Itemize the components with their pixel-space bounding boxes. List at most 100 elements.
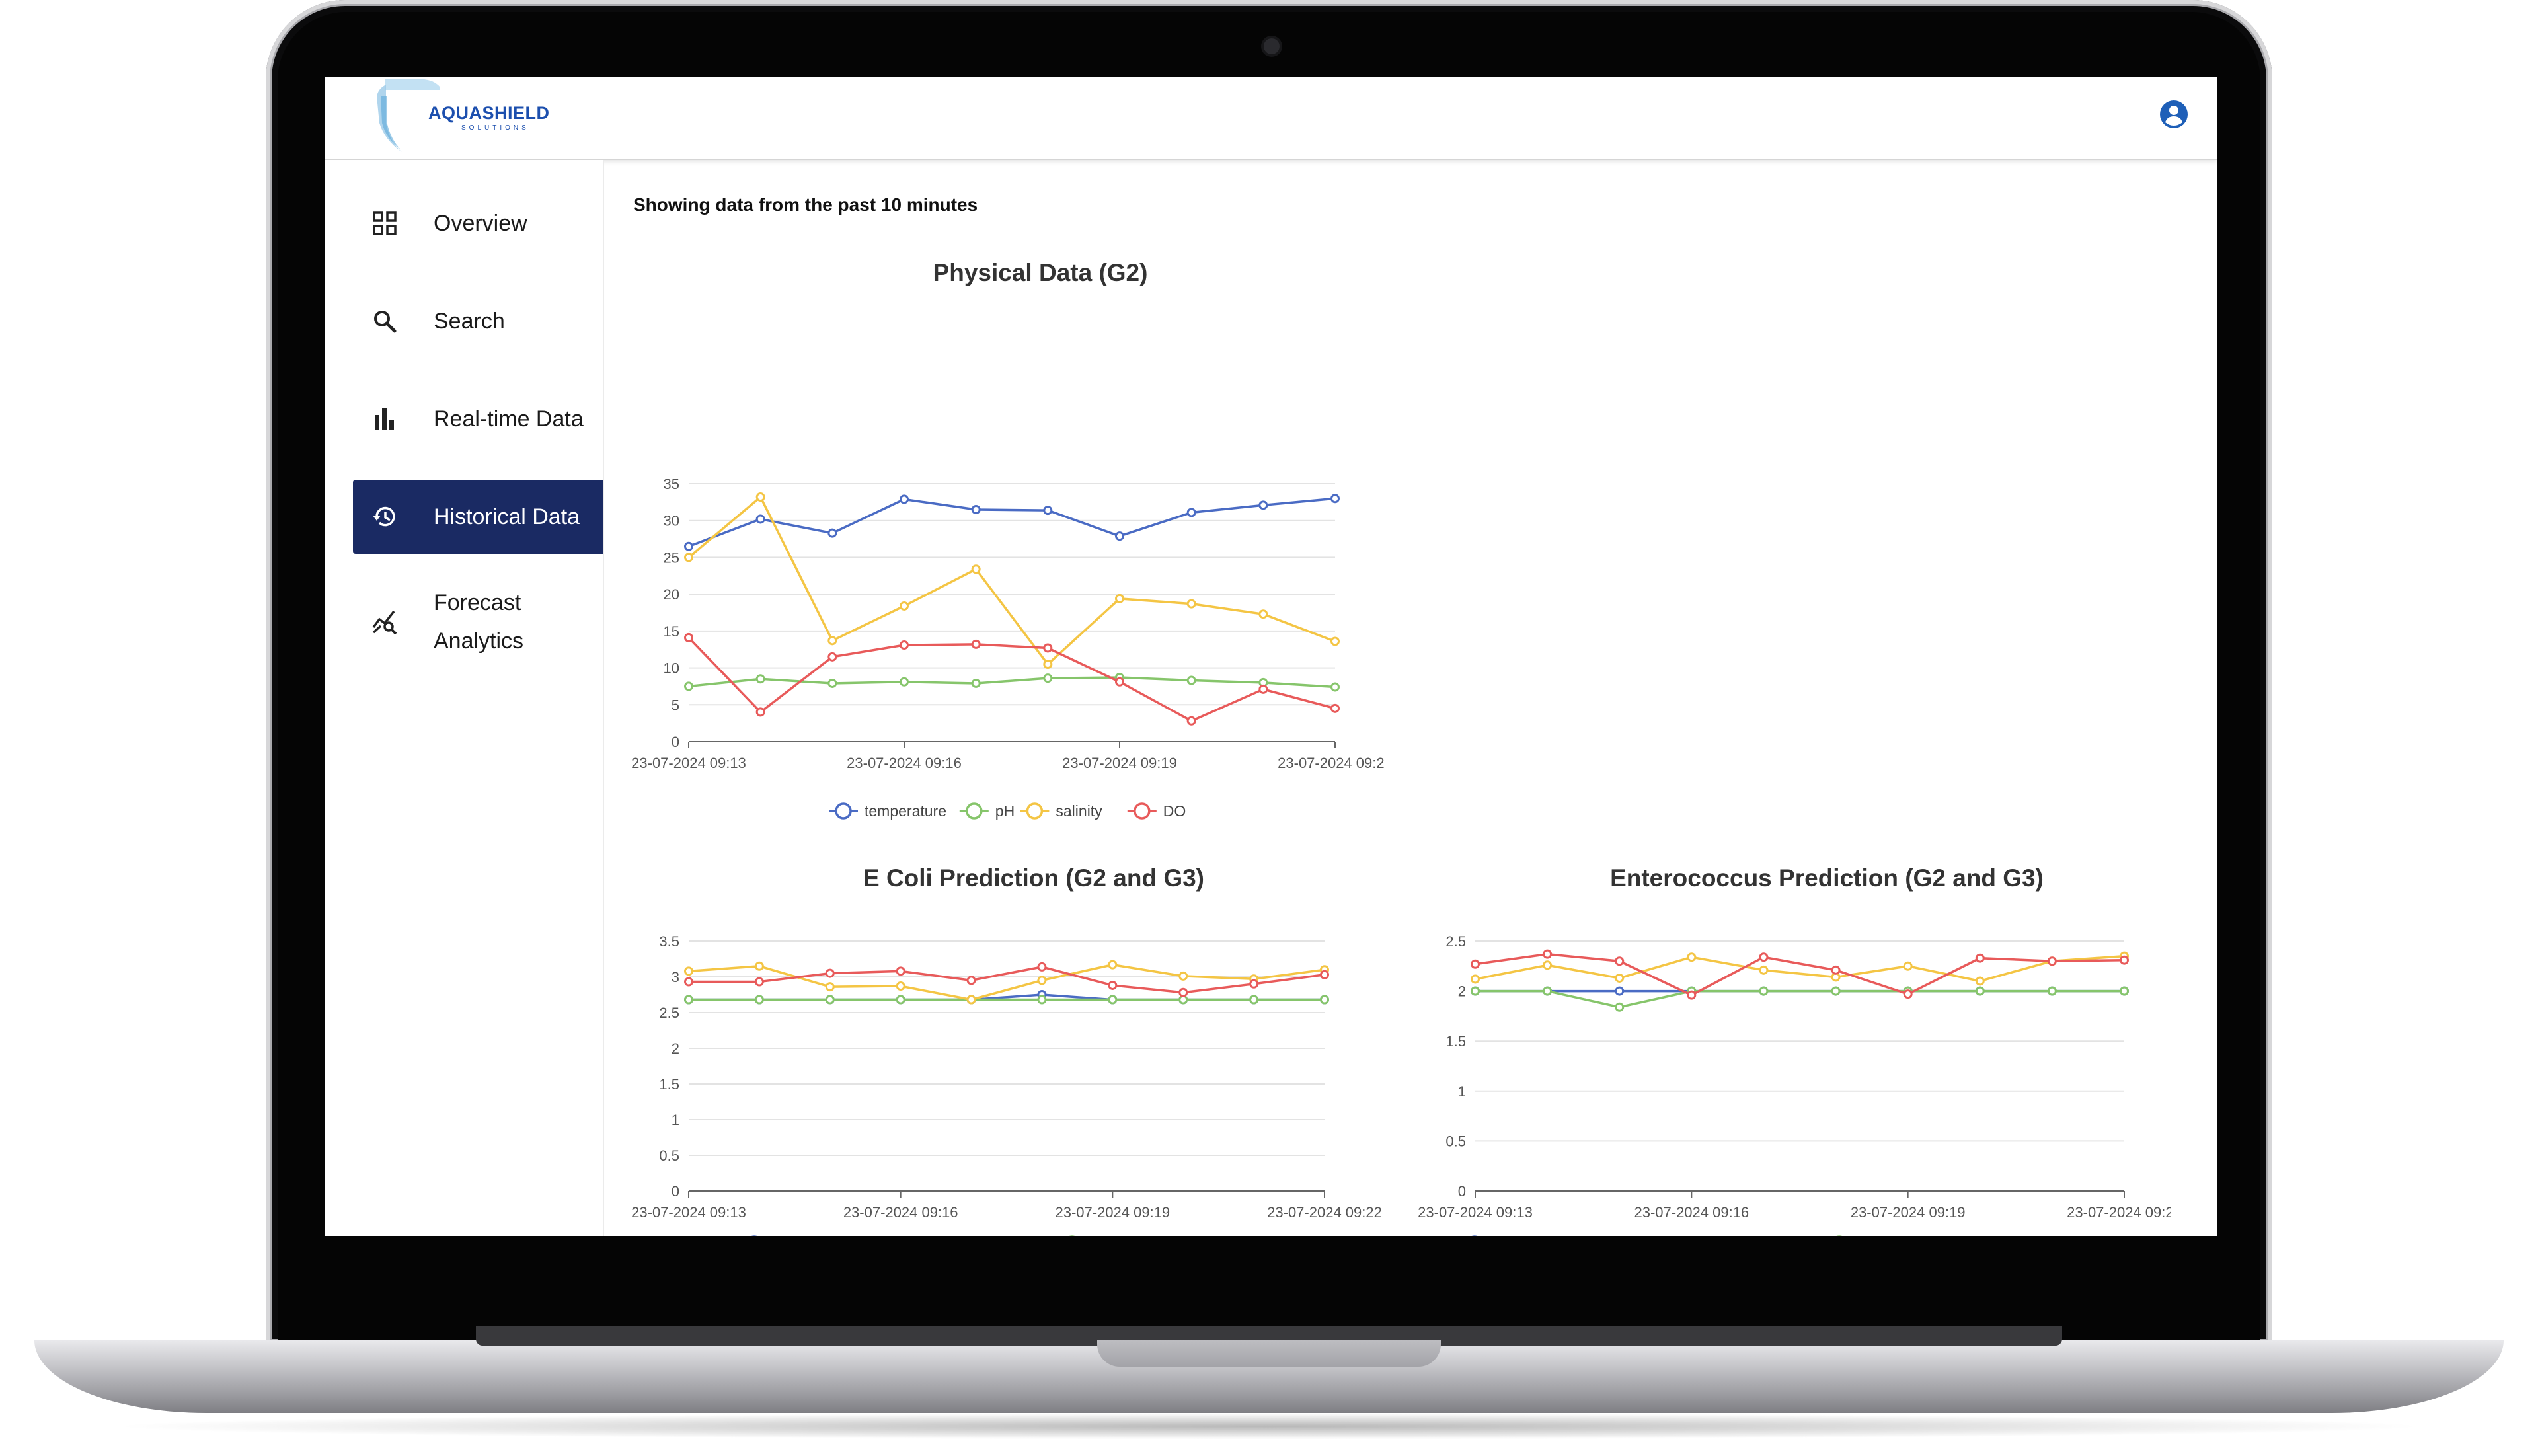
data-point [684, 541, 693, 551]
legend-item[interactable]: pH [959, 802, 1015, 820]
series-line [689, 966, 1325, 994]
data-point [1178, 971, 1188, 981]
data-point [971, 678, 981, 688]
series-line [1475, 989, 2124, 1009]
y-tick-label: 10 [664, 660, 679, 677]
legend-item[interactable]: DO [1127, 802, 1186, 820]
data-point [1115, 531, 1124, 541]
legend-label: DO [1163, 802, 1186, 820]
data-point [1178, 987, 1188, 997]
data-point [1831, 965, 1841, 975]
data-point [684, 553, 693, 562]
data-point [1543, 960, 1553, 970]
data-point [1320, 995, 1329, 1005]
sidebar-item-label: Real-time Data [434, 406, 584, 432]
series-line [688, 963, 1325, 1001]
data-point [2047, 986, 2057, 996]
y-tick-label: 30 [664, 513, 679, 529]
history-icon [373, 506, 395, 527]
legend-marker-icon [1026, 802, 1044, 820]
data-point [1471, 959, 1480, 969]
legend-item[interactable]: salinity [1020, 802, 1102, 820]
logo-subtext: SOLUTIONS [461, 124, 529, 132]
data-point [754, 995, 764, 1005]
data-point [1330, 703, 1340, 713]
data-point [900, 601, 909, 611]
series-line [687, 495, 1336, 666]
x-tick-label: 23-07-2024 09:19 [1062, 755, 1177, 771]
legend-marker-icon [835, 802, 852, 820]
legend-item[interactable]: predicted_E_coli_concentration (G2) [740, 1235, 1022, 1236]
legend-item[interactable]: predicted_Enterococcus_concentration (G3… [1825, 1235, 2158, 1236]
y-tick-label: 0.5 [659, 1147, 679, 1164]
y-tick-label: 20 [664, 586, 679, 603]
data-point [1615, 1002, 1625, 1012]
grid-icon [373, 211, 397, 235]
data-point [1186, 599, 1196, 609]
data-point [971, 505, 981, 514]
data-point [1043, 673, 1053, 683]
data-point [827, 678, 837, 688]
data-point [1258, 500, 1268, 510]
data-point [755, 674, 765, 684]
legend-item[interactable]: predicted_Enterococcus_concentration (G2… [1460, 1235, 1793, 1236]
sidebar-item-forecast-analytics[interactable]: Forecast Analytics [353, 572, 603, 671]
y-tick-label: 1.5 [1445, 1033, 1466, 1050]
sidebar-item-label: Search [434, 309, 505, 334]
data-point [1330, 494, 1340, 504]
data-point [971, 639, 981, 649]
data-point [1320, 970, 1329, 979]
data-point [1330, 636, 1340, 646]
legend-item[interactable]: temperature [829, 802, 946, 820]
data-point [1186, 716, 1196, 726]
y-tick-label: 2.5 [1445, 933, 1466, 950]
data-point [900, 677, 909, 687]
account-circle-icon[interactable] [2159, 99, 2189, 130]
y-tick-label: 5 [672, 697, 679, 713]
data-point [1615, 973, 1625, 983]
data-point [1759, 952, 1769, 962]
data-point [684, 995, 693, 1005]
data-point [825, 995, 835, 1005]
data-point [1975, 953, 1985, 963]
data-point [684, 966, 693, 976]
x-tick-label: 23-07-2024 09:13 [1418, 1204, 1533, 1221]
y-tick-label: 1 [1458, 1083, 1466, 1100]
sidebar-item-search[interactable]: Search [353, 284, 603, 358]
sidebar-item-historical-data[interactable]: Historical Data [353, 480, 603, 554]
data-point [1615, 956, 1625, 966]
data-point [755, 492, 765, 502]
series-line [688, 497, 1336, 548]
legend-label: predicted_Enterococcus_concentration (G2… [1496, 1235, 1793, 1236]
sidebar-item-overview[interactable]: Overview [353, 186, 603, 260]
x-tick-label: 23-07-2024 09:22 [1278, 755, 1384, 771]
data-point [827, 636, 837, 646]
sidebar: Overview Search Real-time Data Histori [325, 160, 604, 1236]
x-tick-label: 23-07-2024 09:13 [631, 755, 746, 771]
top-bar: AQUASHIELD SOLUTIONS [325, 77, 2217, 160]
data-point [1975, 976, 1985, 986]
data-point [827, 528, 837, 538]
data-point [896, 981, 905, 991]
chart-title-enterococcus: Enterococcus Prediction (G2 and G3) [1610, 864, 2044, 892]
x-tick-label: 23-07-2024 09:22 [2067, 1204, 2171, 1221]
legend-item[interactable]: predicted_E_coli_concentration (G3) [1058, 1235, 1340, 1236]
data-point [2120, 955, 2129, 965]
laptop-notch [1097, 1340, 1441, 1367]
sidebar-item-realtime-data[interactable]: Real-time Data [353, 382, 603, 456]
data-point [900, 640, 909, 650]
data-point [1108, 960, 1118, 970]
legend-label: predicted_E_coli_concentration (G2) [775, 1235, 1022, 1236]
ecoli-prediction-chart: 0 0.5 1 1.5 2 2.5 3 3.5 23-07-2024 09:13 23-07-20… [631, 933, 1382, 1236]
data-point [1043, 506, 1053, 516]
laptop-shadow [106, 1413, 2432, 1439]
legend-label: predicted_Enterococcus_concentration (G3… [1861, 1235, 2158, 1236]
aquashield-logo[interactable]: AQUASHIELD SOLUTIONS [371, 77, 549, 155]
main-content: Showing data from the past 10 minutes Ph… [604, 160, 2217, 1236]
x-tick-label: 23-07-2024 09:16 [847, 755, 962, 771]
y-tick-label: 0.5 [1445, 1133, 1466, 1149]
logo-wordmark: AQUASHIELD [428, 103, 550, 123]
data-point [1043, 660, 1053, 669]
legend-marker-icon [966, 802, 983, 820]
series-line [687, 636, 1336, 722]
